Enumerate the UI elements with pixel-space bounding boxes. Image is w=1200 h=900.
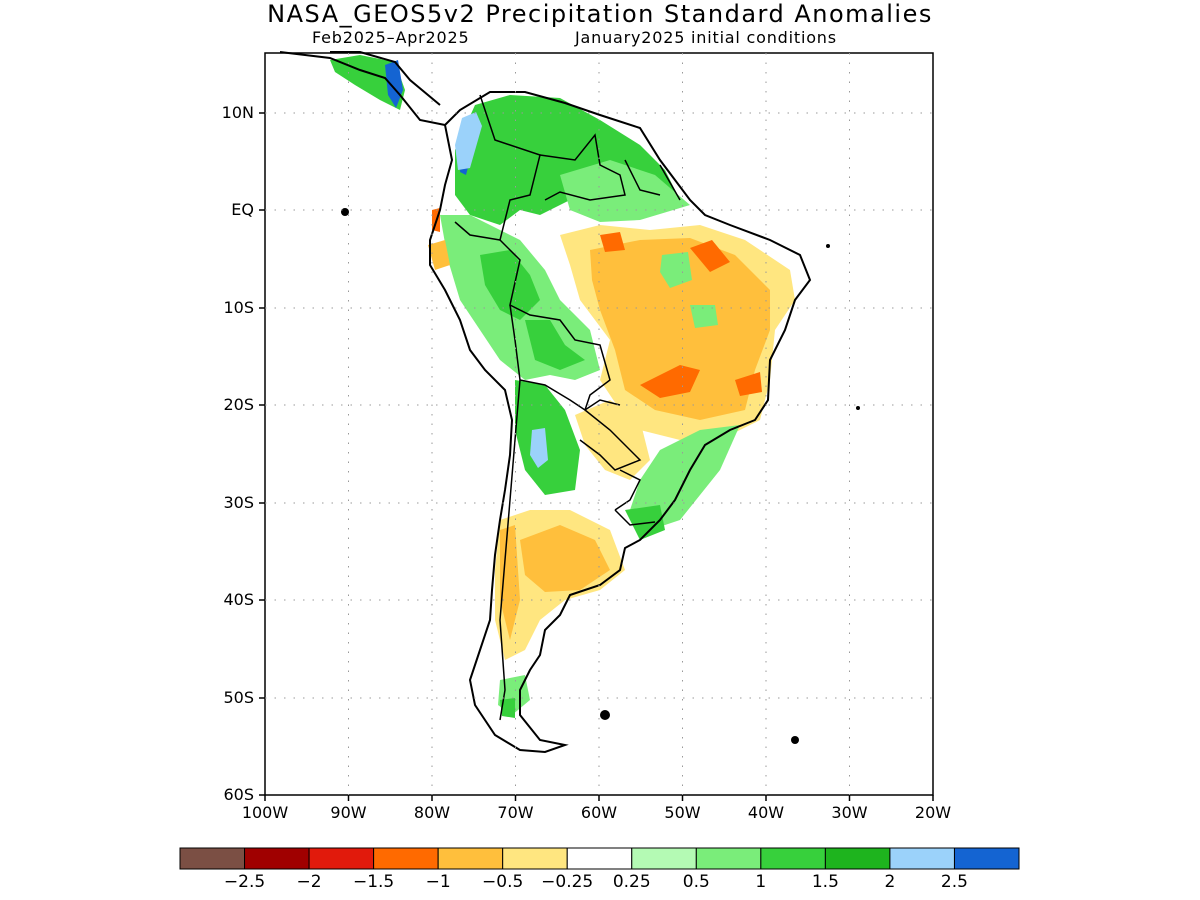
field-brazil-orange [590,238,770,420]
colorbar-label: 2 [884,872,896,892]
lon-label: 70W [497,803,534,822]
border-uruguay [614,509,656,526]
field-brazil-green-2 [690,305,718,328]
field-andes-lightblue [530,428,548,468]
colorbar-swatch [373,847,439,870]
field-colombia-lightblue [455,112,482,170]
field-centralam-blue [385,60,403,108]
colorbar-label: −2 [296,872,322,892]
colorbar-label: −0.5 [482,872,524,892]
field-paraguay-yellow [575,400,650,480]
colorbar-swatch [308,847,375,870]
field-north-lightgreen [560,160,690,222]
colorbar-swatch [889,847,955,870]
lon-label: 30W [831,803,868,822]
colorbar-swatch [437,847,504,870]
colorbar-swatch [502,847,568,870]
border-argentina-brazil [614,469,642,511]
lon-label: 20W [914,803,952,822]
lat-label: 30S [223,493,254,512]
season-subtitle: Feb2025–Apr2025 [312,28,470,47]
colorbar-swatch [244,847,310,870]
central-america-coast [279,51,446,126]
colorbar-swatch [631,847,697,870]
border-bolivia [509,304,621,411]
lon-label: 40W [747,803,785,822]
border-paraguay [579,409,642,471]
lon-label: 80W [413,803,451,822]
field-bolivia-darkgreen [525,320,585,370]
field-brazil-redorange-1 [600,232,625,252]
colorbar-label: −1 [425,872,451,892]
colorbar-label: −1.5 [352,872,395,892]
colorbar-label: 1 [755,872,767,892]
field-andes-green [515,380,580,495]
border-venezuela [539,133,626,201]
chart-title: NASA_GEOS5v2 Precipitation Standard Anom… [267,0,933,28]
colorbar-swatch [179,847,246,870]
field-patagonia-darkgreen [500,698,515,718]
lat-label: EQ [231,200,254,219]
colorbar-label: 2.5 [940,872,968,892]
colorbar-swatch [760,847,826,870]
colorbar-label: −0.25 [541,872,594,892]
lat-label: 10N [221,103,254,122]
colorbar-label: 0.5 [682,872,710,892]
colorbar-swatch [953,847,1020,870]
anomaly-fields [330,55,795,718]
coastlines [279,51,812,754]
lon-label: 90W [330,803,367,822]
border-colombia [454,94,541,241]
colorbar-label: 0.25 [612,872,651,892]
border-argentina-chile [499,379,521,721]
lon-label: 100W [241,803,289,822]
lon-label: 60W [580,803,618,822]
lat-label: 60S [223,785,254,804]
lon-label: 50W [664,803,701,822]
graticule [259,53,934,801]
colorbar-label: 1.5 [811,872,839,892]
field-peru-yellow [428,240,450,270]
island-south-georgia [791,736,799,744]
island-fernando [826,244,830,248]
island-trindade [856,406,860,410]
lat-label: 50S [223,688,254,707]
south-america-coast [429,91,812,754]
border-guianas [624,159,681,201]
field-brazil-green-1 [660,252,692,288]
lat-label: 40S [223,590,254,609]
colorbar [179,847,1020,870]
field-west-darkgreen [480,250,540,320]
field-brazil-redorange-4 [735,372,762,396]
initial-conditions-subtitle: January2025 initial conditions [575,28,837,47]
colorbar-swatch [824,847,891,870]
field-brazil-redorange-2 [690,240,730,272]
island-falklands [600,710,610,720]
field-se-brazil-green [630,425,740,530]
colorbar-label: −2.5 [223,872,266,892]
lat-label: 20S [223,395,254,414]
field-argentina-orange [520,525,610,592]
island-galapagos [341,208,349,216]
islands [341,208,860,744]
colorbar-swatch [695,847,762,870]
colorbar-swatch [566,847,633,870]
lat-label: 10S [223,298,254,317]
field-brazil-redorange-3 [640,365,700,398]
